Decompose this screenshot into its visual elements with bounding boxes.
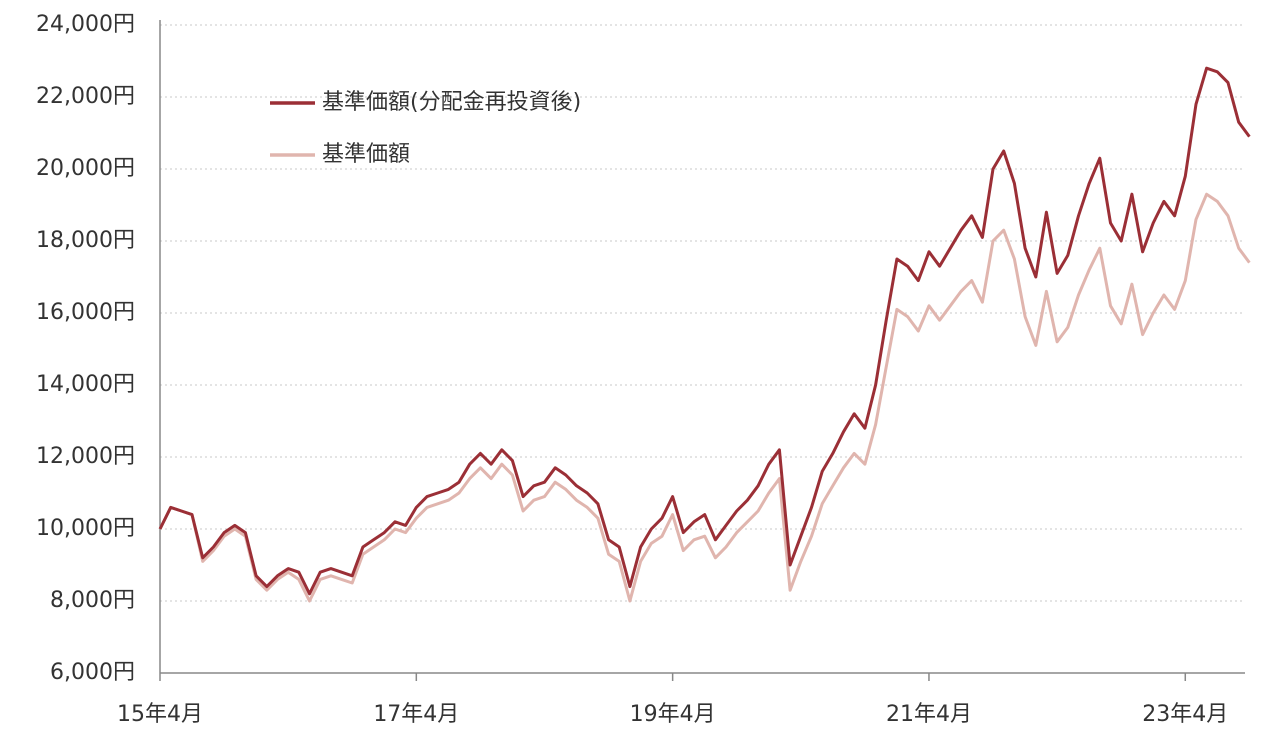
y-tick-label: 18,000円 [36, 228, 135, 253]
y-tick-label: 14,000円 [36, 372, 135, 397]
data-line [158, 66, 1251, 596]
x-tick-label: 23年4月 [1142, 702, 1228, 727]
data-line [158, 192, 1251, 603]
legend-label: 基準価額(分配金再投資後) [322, 90, 581, 115]
x-tick-label: 15年4月 [117, 702, 203, 727]
y-tick-label: 24,000円 [36, 12, 135, 37]
legend-label: 基準価額 [322, 142, 410, 167]
y-tick-label: 6,000円 [50, 660, 135, 685]
y-tick-label: 12,000円 [36, 444, 135, 469]
y-tick-label: 22,000円 [36, 84, 135, 109]
y-tick-label: 8,000円 [50, 588, 135, 613]
x-tick-label: 17年4月 [373, 702, 459, 727]
y-tick-label: 20,000円 [36, 156, 135, 181]
y-tick-label: 16,000円 [36, 300, 135, 325]
y-tick-label: 10,000円 [36, 516, 135, 541]
x-tick-label: 19年4月 [630, 702, 716, 727]
x-tick-label: 21年4月 [886, 702, 972, 727]
